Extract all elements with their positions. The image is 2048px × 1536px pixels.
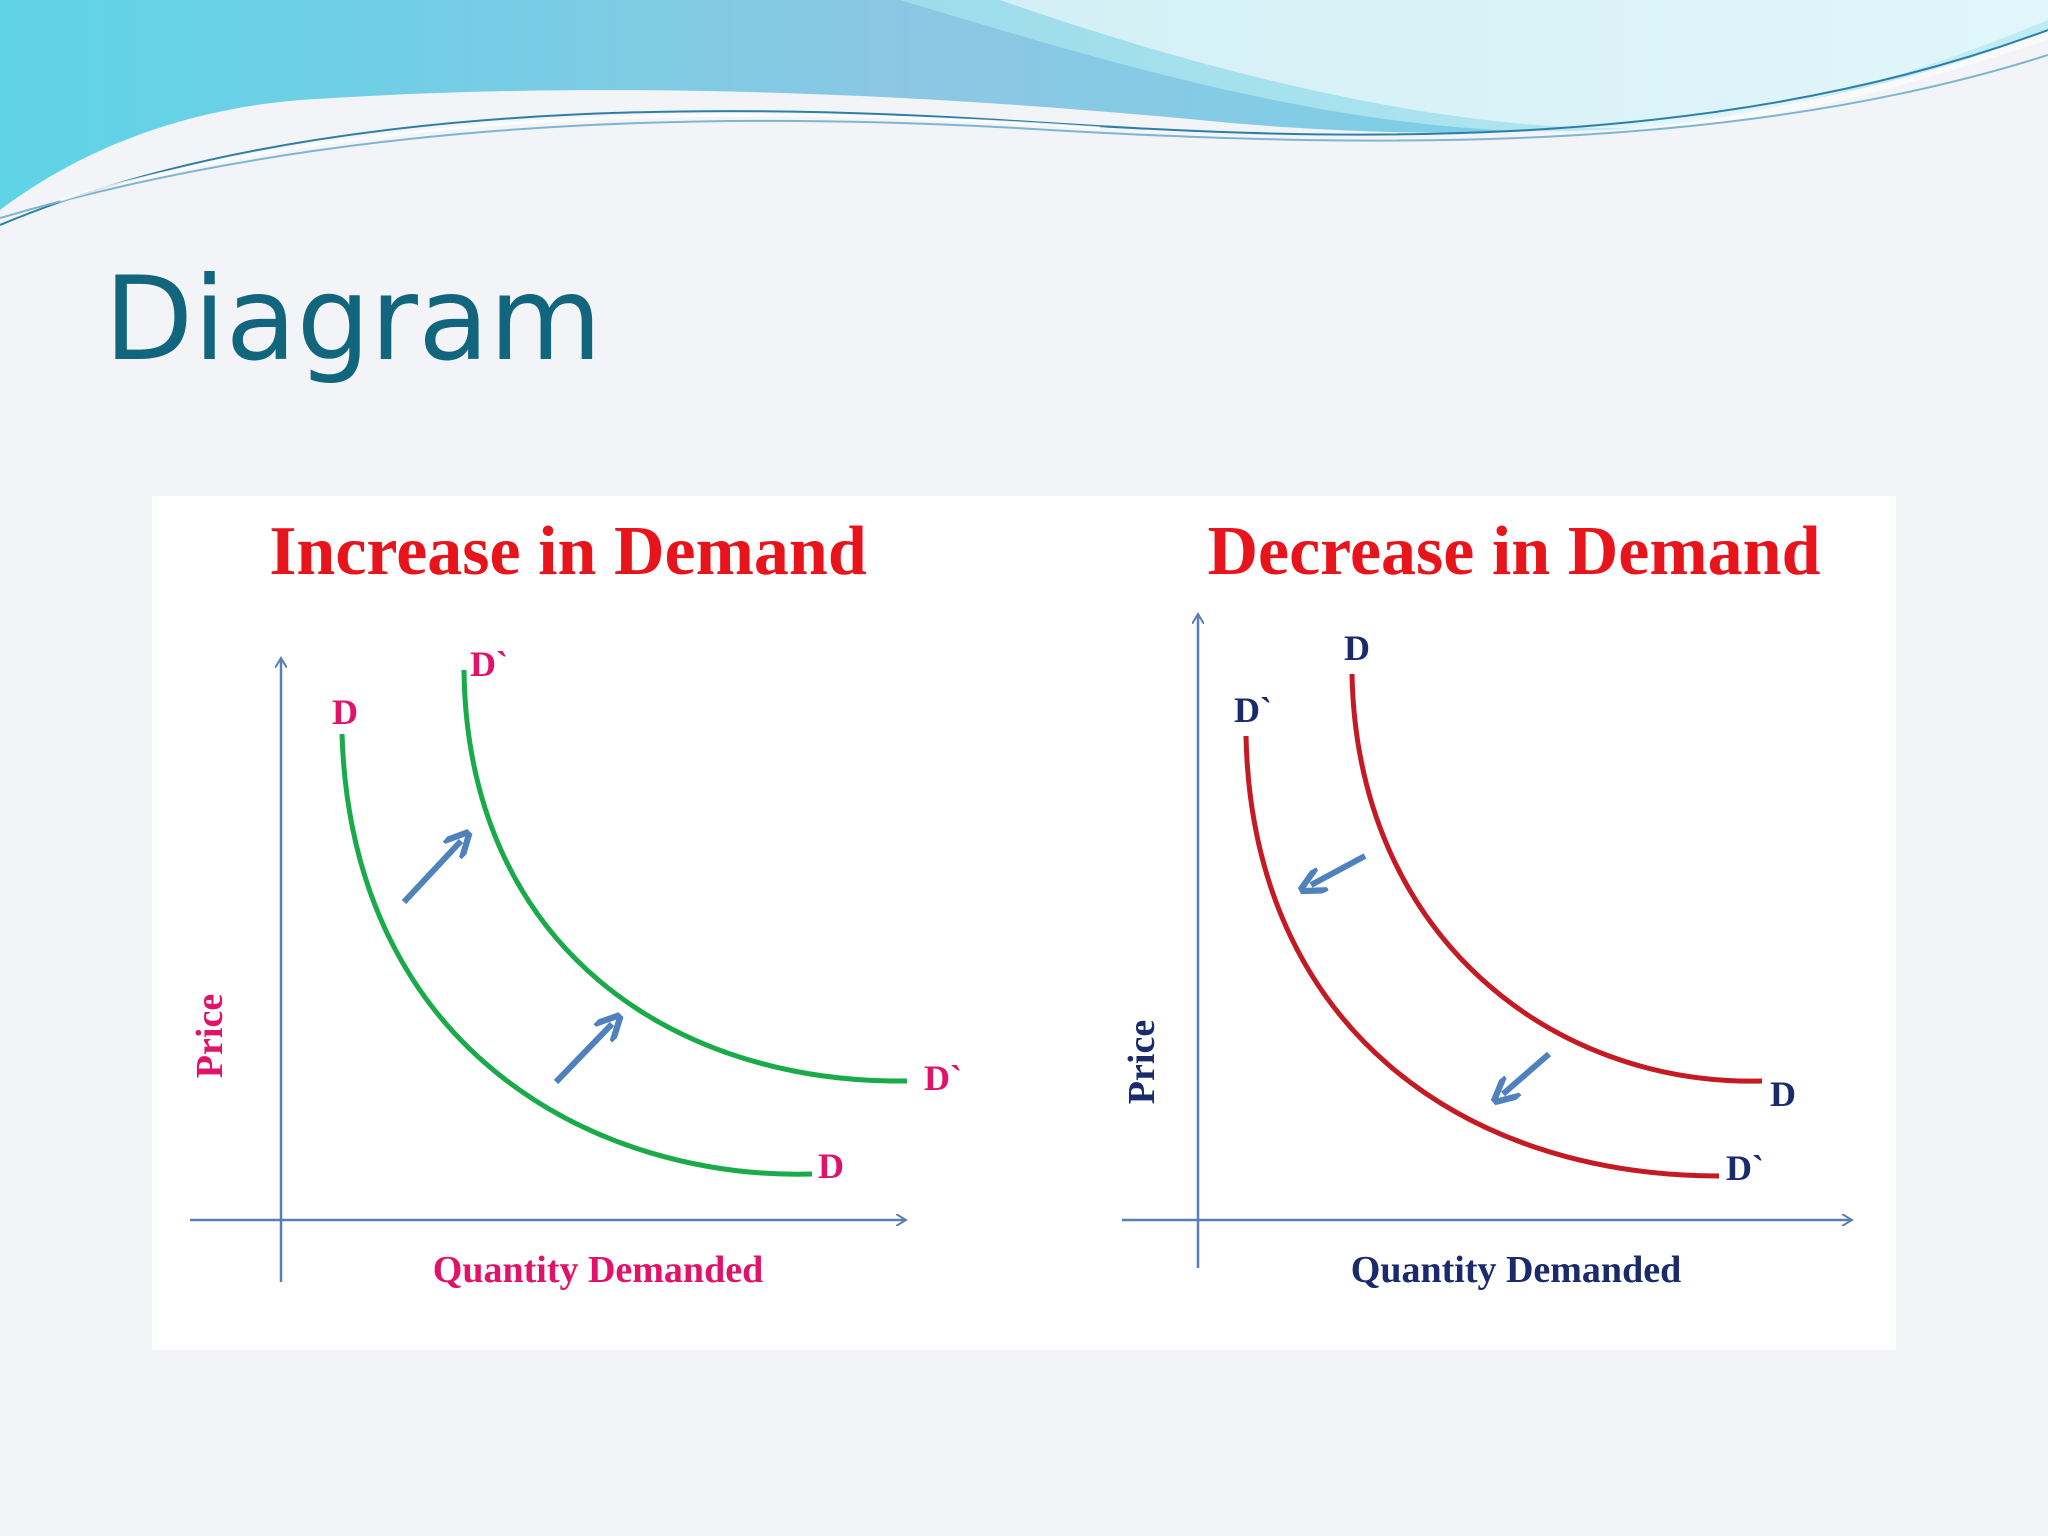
decrease-curve-d-shifted (1243, 735, 1720, 1179)
increase-curve-d-shifted (461, 669, 908, 1084)
decrease-shift-arrow-upper (1311, 853, 1367, 885)
slide-title: Diagram (104, 252, 603, 387)
decrease-y-axis-label: Price (1121, 1020, 1163, 1104)
decrease-shift-arrow-lower (1503, 1051, 1551, 1094)
decrease-curve-d (1349, 673, 1763, 1084)
diagram-panel: Increase in Demand D D` D` D Price Quant… (152, 496, 1896, 1350)
increase-title: Increase in Demand (269, 513, 867, 590)
increase-y-axis-label: Price (189, 994, 231, 1078)
increase-label-d-shifted-top: D` (470, 644, 508, 684)
increase-label-d-end: D (818, 1146, 844, 1186)
header-wave-decoration (0, 0, 2048, 226)
demand-diagrams: Increase in Demand D D` D` D Price Quant… (189, 513, 1896, 1291)
increase-demand-diagram: Increase in Demand D D` D` D Price Quant… (189, 513, 962, 1291)
decrease-label-d-top: D (1344, 628, 1370, 668)
increase-label-d-top: D (332, 692, 358, 732)
increase-x-axis-label: Quantity Demanded (433, 1249, 763, 1291)
increase-shift-arrow-lower (553, 1024, 612, 1085)
decrease-label-d-shifted-end: D` (1726, 1148, 1764, 1188)
increase-curve-d (339, 733, 813, 1177)
decrease-x-axis-label: Quantity Demanded (1351, 1249, 1681, 1291)
decrease-demand-diagram: Decrease in Demand D D` D D` Price Quant… (1121, 513, 1852, 1291)
increase-shift-arrow-upper (401, 841, 461, 905)
decrease-label-d-shifted-top: D` (1234, 690, 1272, 730)
decrease-label-d-end: D (1770, 1074, 1796, 1114)
decrease-title: Decrease in Demand (1207, 513, 1820, 590)
increase-label-d-shifted-end: D` (924, 1058, 962, 1098)
